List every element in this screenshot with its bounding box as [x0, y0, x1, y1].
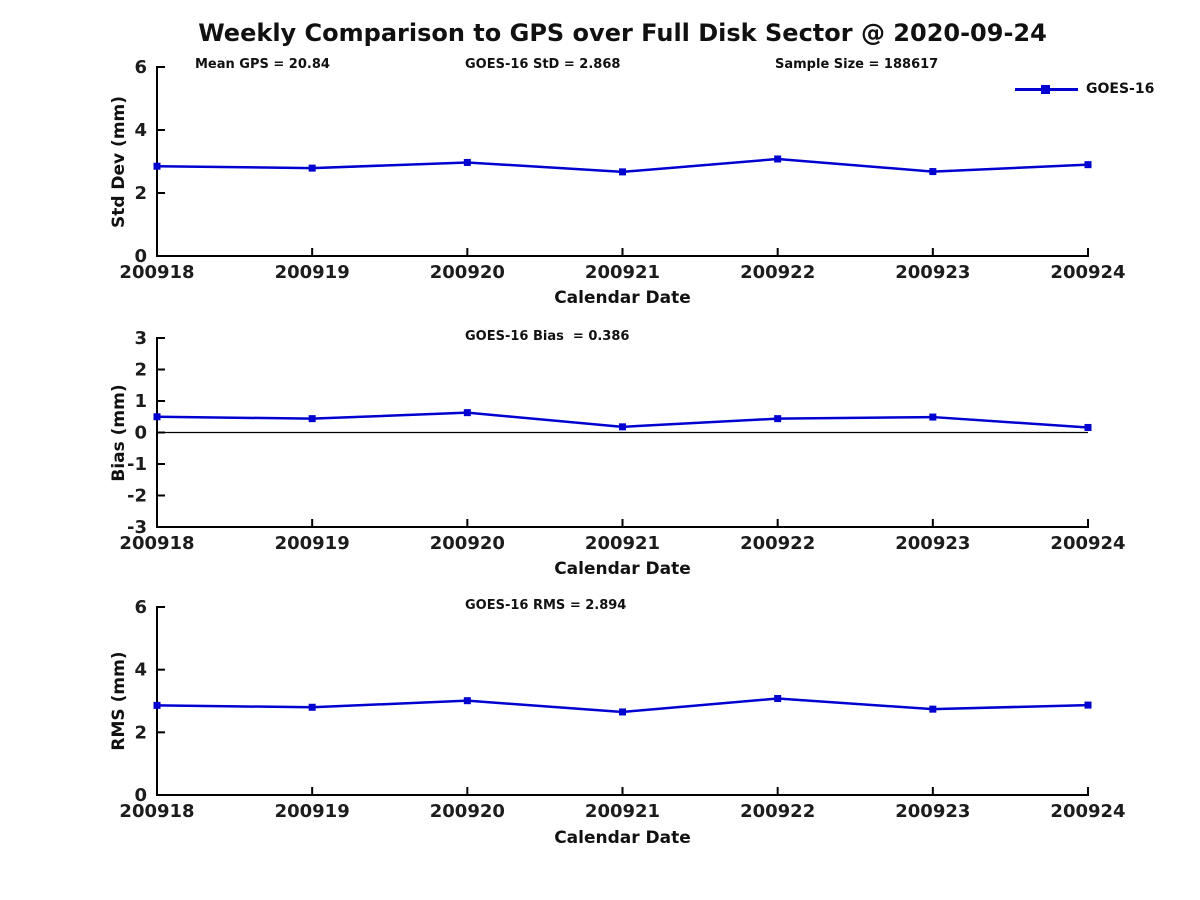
data-point	[929, 705, 937, 713]
y-tick-label: 4	[134, 660, 147, 681]
x-tick-label: 200922	[740, 533, 815, 554]
x-tick-label: 200924	[1050, 533, 1125, 554]
x-tick-label: 200921	[585, 262, 660, 283]
data-point	[1084, 701, 1092, 709]
data-point	[1084, 423, 1092, 431]
y-tick-label: 0	[134, 423, 147, 444]
rms-annotation: GOES-16 RMS = 2.894	[465, 598, 627, 613]
legend-marker-icon	[1041, 85, 1050, 94]
data-point	[619, 708, 626, 716]
data-point	[619, 168, 626, 176]
bias-x-axis-label: Calendar Date	[554, 559, 691, 579]
data-point	[308, 164, 316, 172]
y-tick-label: 6	[134, 597, 147, 618]
x-tick-label: 200920	[430, 801, 505, 822]
data-point	[463, 409, 471, 417]
data-point	[308, 703, 316, 711]
x-tick-label: 200918	[119, 801, 194, 822]
x-tick-label: 200923	[895, 533, 970, 554]
x-tick-label: 200923	[895, 262, 970, 283]
std-annotation: GOES-16 StD = 2.868	[465, 57, 621, 72]
x-tick-label: 200922	[740, 262, 815, 283]
y-tick-label: 2	[134, 183, 147, 204]
x-tick-label: 200919	[275, 801, 350, 822]
x-tick-label: 200918	[119, 262, 194, 283]
mean-gps-annotation: Mean GPS = 20.84	[195, 57, 330, 72]
y-tick-label: 4	[134, 120, 147, 141]
data-point	[774, 415, 782, 423]
rms-x-axis-label: Calendar Date	[554, 828, 691, 848]
data-point	[1084, 161, 1092, 169]
y-tick-label: -1	[127, 454, 147, 475]
x-tick-label: 200921	[585, 533, 660, 554]
data-point	[463, 158, 471, 166]
sample-size-annotation: Sample Size = 188617	[775, 57, 939, 72]
x-tick-label: 200924	[1050, 262, 1125, 283]
data-point	[153, 413, 161, 421]
y-tick-label: 1	[134, 391, 147, 412]
x-tick-label: 200919	[275, 262, 350, 283]
data-point	[774, 694, 782, 702]
data-point	[153, 701, 161, 709]
data-point	[463, 697, 471, 705]
stddev-x-axis-label: Calendar Date	[554, 288, 691, 308]
y-tick-label: -2	[127, 486, 147, 507]
figure-title: Weekly Comparison to GPS over Full Disk …	[198, 19, 1047, 47]
x-tick-label: 200920	[430, 533, 505, 554]
data-point	[153, 162, 161, 170]
y-tick-label: 0	[134, 785, 147, 806]
y-tick-label: 6	[134, 57, 147, 78]
data-point	[308, 415, 316, 423]
legend-label: GOES-16	[1086, 81, 1155, 97]
y-tick-label: 2	[134, 360, 147, 381]
data-point	[929, 168, 937, 176]
y-tick-label: 2	[134, 722, 147, 743]
y-tick-label: 0	[134, 246, 147, 267]
bias-annotation: GOES-16 Bias = 0.386	[465, 329, 630, 344]
data-point	[619, 423, 626, 431]
data-point	[929, 413, 937, 421]
x-tick-label: 200922	[740, 801, 815, 822]
x-tick-label: 200921	[585, 801, 660, 822]
x-tick-label: 200920	[430, 262, 505, 283]
x-tick-label: 200918	[119, 533, 194, 554]
x-tick-label: 200923	[895, 801, 970, 822]
x-tick-label: 200919	[275, 533, 350, 554]
y-tick-label: 3	[134, 328, 147, 349]
data-point	[774, 155, 782, 163]
x-tick-label: 200924	[1050, 801, 1125, 822]
y-tick-label: -3	[127, 517, 147, 538]
